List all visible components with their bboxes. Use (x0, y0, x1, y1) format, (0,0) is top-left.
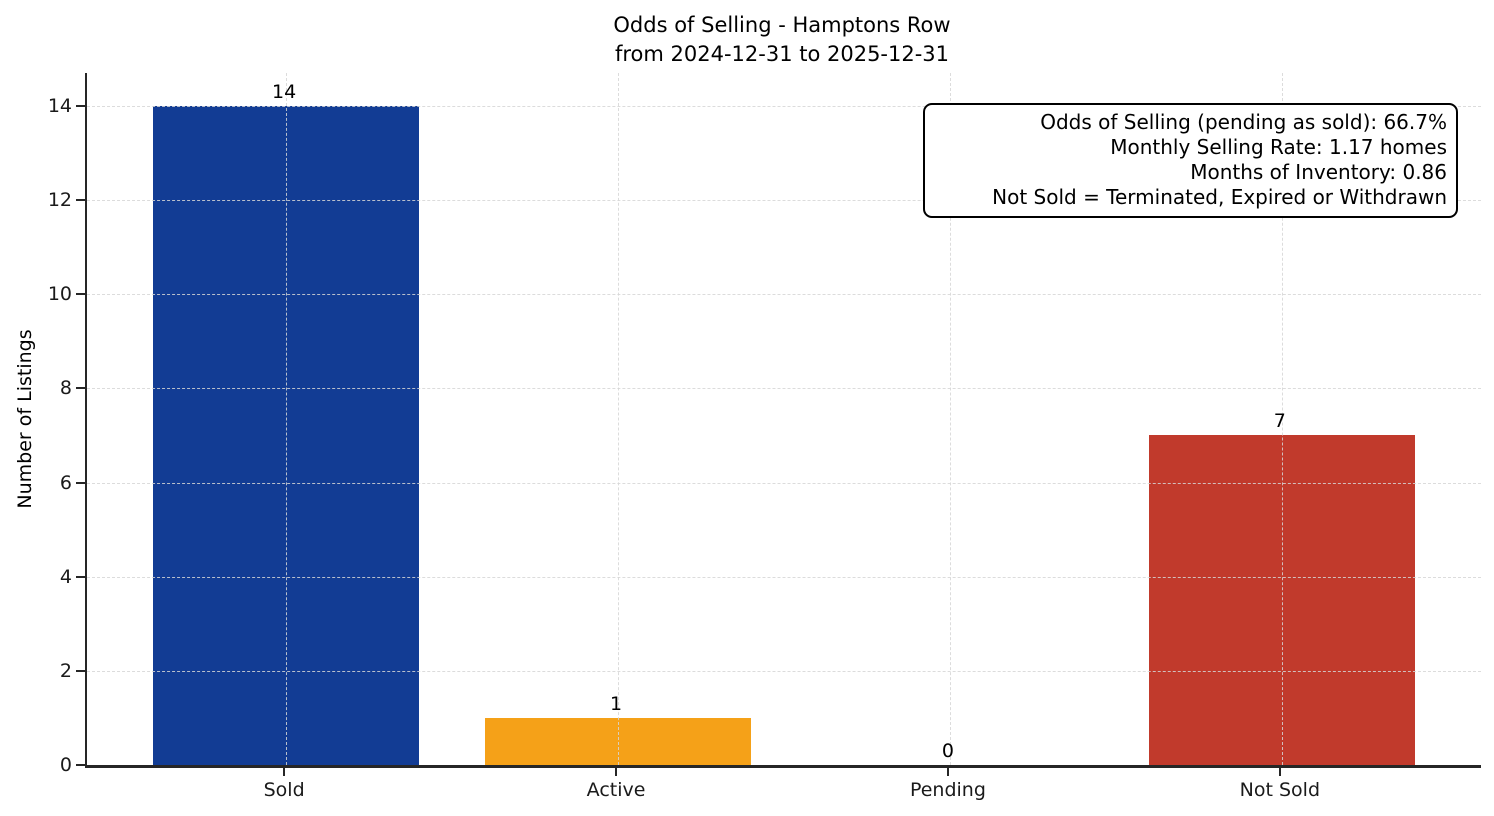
y-tick-label-4: 4 (59, 565, 72, 588)
stats-line-not-sold-definition: Not Sold = Terminated, Expired or Withdr… (992, 185, 1447, 209)
bar-value-label-active: 1 (610, 692, 623, 715)
y-tick-label-8: 8 (59, 377, 72, 400)
x-tick-label-active: Active (586, 779, 646, 801)
gridline-h-10 (87, 294, 1481, 296)
stats-annotation-box: Odds of Selling (pending as sold): 66.7%… (923, 103, 1458, 218)
plot-area (85, 73, 1481, 768)
chart-title-line1: Odds of Selling - Hamptons Row (613, 13, 951, 37)
stats-line-odds-of-selling: Odds of Selling (pending as sold): 66.7% (1040, 110, 1447, 134)
y-tick-12 (76, 199, 85, 202)
y-tick-2 (76, 669, 85, 672)
gridline-h-4 (87, 576, 1481, 578)
gridline-v-pending (949, 73, 951, 765)
gridline-v-sold (286, 73, 288, 765)
x-tick-sold (283, 768, 286, 776)
x-tick-label-sold: Sold (263, 779, 305, 801)
y-tick-label-0: 0 (59, 754, 72, 776)
gridline-h-6 (87, 482, 1481, 484)
x-tick-label-pending: Pending (909, 779, 986, 801)
chart-title: Odds of Selling - Hamptons Row from 2024… (85, 11, 1479, 69)
bar-value-label-pending: 0 (941, 740, 954, 762)
y-tick-label-6: 6 (59, 471, 72, 494)
gridline-h-2 (87, 670, 1481, 672)
chart-title-line2: from 2024-12-31 to 2025-12-31 (614, 42, 950, 66)
y-tick-label-12: 12 (47, 189, 72, 212)
gridline-v-not-sold (1281, 73, 1283, 765)
bar-value-label-sold: 14 (272, 80, 297, 103)
gridline-h-8 (87, 388, 1481, 390)
y-tick-label-2: 2 (59, 659, 72, 682)
grid-layer (87, 73, 1481, 765)
stats-line-months-of-inventory: Months of Inventory: 0.86 (1190, 160, 1447, 184)
stats-line-monthly-selling-rate: Monthly Selling Rate: 1.17 homes (1110, 135, 1447, 159)
bar-value-label-not-sold: 7 (1273, 410, 1286, 433)
y-tick-8 (76, 387, 85, 390)
x-tick-pending (946, 768, 949, 776)
x-tick-label-not-sold: Not Sold (1239, 779, 1321, 801)
y-tick-6 (76, 481, 85, 484)
y-tick-14 (76, 104, 85, 107)
y-tick-label-14: 14 (47, 94, 72, 117)
y-tick-label-10: 10 (47, 283, 72, 306)
gridline-v-active (618, 73, 620, 765)
y-tick-0 (76, 764, 85, 766)
y-tick-10 (76, 293, 85, 296)
gridline-h-14 (87, 105, 1481, 107)
gridline-h-12 (87, 200, 1481, 202)
y-tick-4 (76, 575, 85, 578)
x-tick-active (615, 768, 618, 776)
x-tick-not-sold (1278, 768, 1281, 776)
